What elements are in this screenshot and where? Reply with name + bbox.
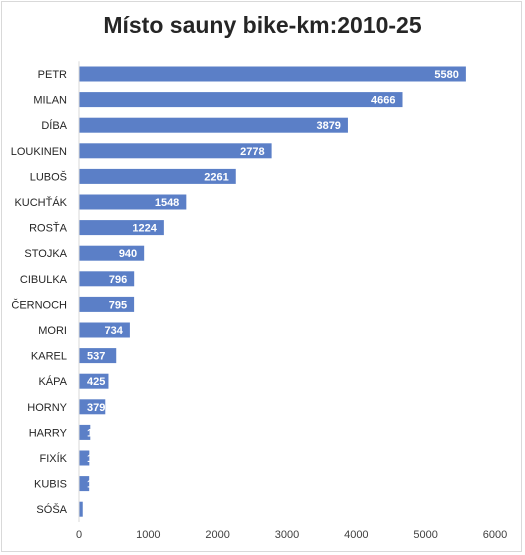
- data-label: 5580: [434, 69, 458, 81]
- x-tick-label: 4000: [344, 529, 368, 541]
- bar: [79, 399, 106, 415]
- data-label: 147: [87, 479, 105, 491]
- bar: [79, 373, 109, 389]
- x-tick-label: 5000: [413, 529, 437, 541]
- bar: [79, 117, 348, 133]
- category-label: KÁPA: [38, 375, 67, 388]
- bar: [79, 424, 91, 440]
- bar: [79, 245, 145, 261]
- data-label: 379: [87, 402, 105, 414]
- bar: [79, 271, 135, 287]
- data-label: 3879: [316, 120, 340, 132]
- data-label: 1224: [132, 223, 157, 235]
- category-label: MORI: [38, 325, 67, 337]
- data-label: 734: [105, 325, 124, 337]
- category-label: MILAN: [33, 95, 67, 107]
- x-tick-label: 0: [76, 529, 82, 541]
- data-label: 4666: [371, 95, 395, 107]
- data-label: 149: [87, 453, 105, 465]
- category-label: DÍBA: [41, 119, 67, 132]
- category-label: ČERNOCH: [11, 298, 67, 311]
- category-label: LOUKINEN: [11, 146, 67, 158]
- bar: [79, 348, 117, 364]
- data-label: 163: [87, 427, 105, 439]
- category-label: PETR: [38, 69, 67, 81]
- bar: [79, 92, 403, 108]
- category-label: CIBULKA: [20, 274, 68, 286]
- category-label: STOJKA: [24, 248, 67, 260]
- data-label: 54: [87, 504, 100, 516]
- data-label: 1548: [155, 197, 179, 209]
- data-label: 2778: [240, 146, 264, 158]
- bar: [79, 168, 236, 184]
- chart-title: Místo sauny bike-km:2010-25: [103, 12, 422, 38]
- category-label: KUCHŤÁK: [14, 196, 67, 209]
- bar: [79, 450, 90, 466]
- category-label: LUBOŠ: [30, 170, 67, 183]
- category-label: SÓŠA: [36, 503, 67, 516]
- data-label: 796: [109, 274, 127, 286]
- data-label: 425: [87, 376, 105, 388]
- bar: [79, 476, 90, 492]
- data-label: 537: [87, 351, 105, 363]
- bar: [79, 143, 272, 159]
- bar: [79, 322, 130, 338]
- category-label: KUBIS: [34, 479, 67, 491]
- bar: [79, 501, 83, 517]
- category-label: HORNY: [27, 402, 67, 414]
- bar: [79, 220, 164, 236]
- data-label: 940: [119, 248, 137, 260]
- category-label: ROSŤA: [29, 222, 68, 235]
- category-label: KAREL: [31, 351, 67, 363]
- data-label: 795: [109, 299, 127, 311]
- x-tick-label: 1000: [136, 529, 160, 541]
- bar: [79, 194, 187, 210]
- x-tick-label: 6000: [483, 529, 507, 541]
- x-tick-label: 2000: [205, 529, 229, 541]
- bar: [79, 296, 135, 312]
- category-label: FIXÍK: [39, 452, 67, 465]
- data-label: 2261: [204, 171, 228, 183]
- x-tick-label: 3000: [275, 529, 299, 541]
- bar: [79, 66, 466, 82]
- category-label: HARRY: [29, 427, 68, 439]
